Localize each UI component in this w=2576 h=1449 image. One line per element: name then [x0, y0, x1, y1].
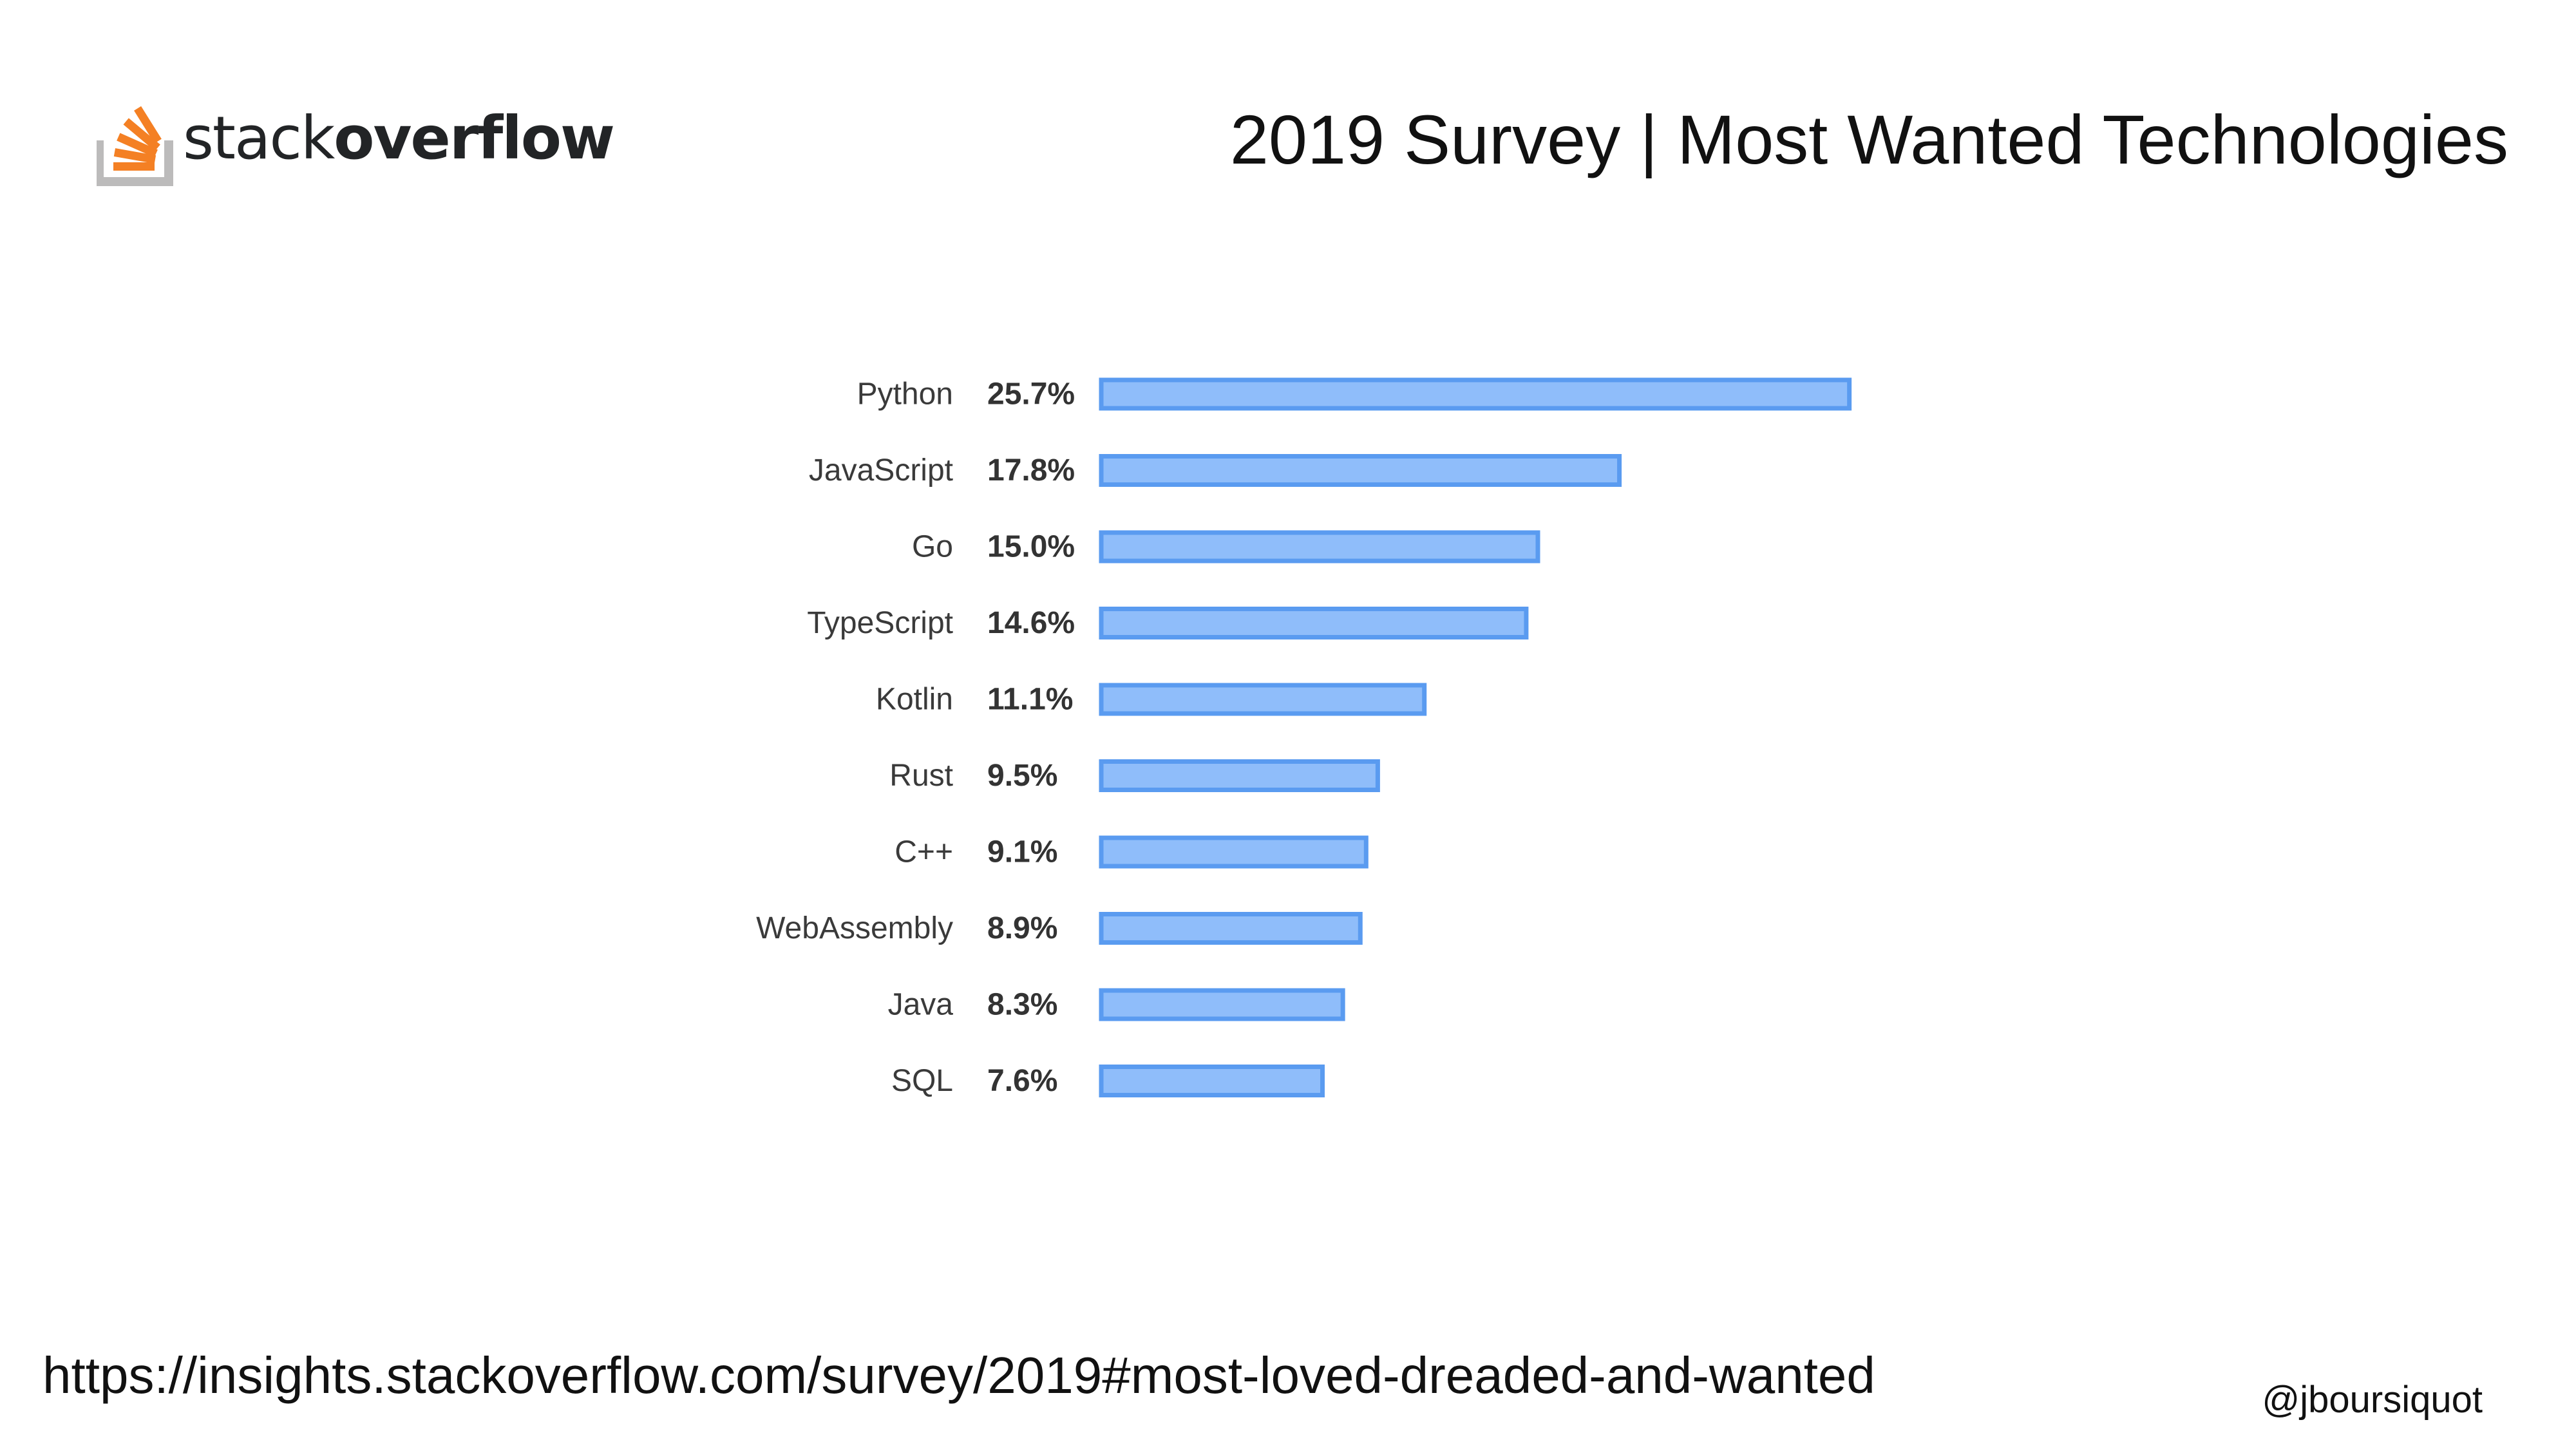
bar-row: JavaScript 17.8% — [809, 453, 1622, 488]
stackoverflow-stack-icon — [97, 106, 173, 186]
wordmark-stack: stack — [183, 104, 335, 173]
bar-row: SQL 7.6% — [891, 1064, 1325, 1098]
bar-row: Python 25.7% — [857, 377, 1852, 412]
bar-row: TypeScript 14.6% — [807, 606, 1529, 640]
bar — [1099, 377, 1852, 411]
bar — [1099, 988, 1345, 1021]
category-label: C++ — [895, 835, 953, 869]
category-label: Rust — [889, 759, 953, 793]
stackoverflow-wordmark: stackoverflow — [183, 109, 615, 168]
value-label: 14.6% — [987, 606, 1075, 640]
value-label: 25.7% — [987, 377, 1075, 412]
value-label: 11.1% — [987, 683, 1073, 717]
bar-row: Java 8.3% — [888, 988, 1345, 1022]
category-label: Kotlin — [876, 683, 953, 717]
value-label: 8.3% — [987, 988, 1057, 1022]
bar — [1099, 835, 1368, 869]
category-label: TypeScript — [807, 606, 953, 640]
stackoverflow-logo: stackoverflow — [97, 90, 615, 187]
author-handle: @jboursiquot — [2262, 1379, 2483, 1421]
category-label: Go — [912, 530, 953, 564]
category-label: WebAssembly — [756, 911, 953, 945]
bar-row: C++ 9.1% — [895, 835, 1368, 869]
value-label: 9.5% — [987, 759, 1057, 793]
value-label: 7.6% — [987, 1064, 1057, 1098]
bar — [1099, 530, 1540, 564]
category-label: Java — [888, 988, 954, 1022]
value-label: 15.0% — [987, 530, 1075, 564]
category-label: Python — [857, 377, 953, 412]
source-url[interactable]: https://insights.stackoverflow.com/surve… — [43, 1347, 1875, 1404]
bar-row: Rust 9.5% — [889, 759, 1380, 793]
bar-row: Go 15.0% — [912, 530, 1540, 564]
category-label: JavaScript — [809, 453, 953, 488]
bar — [1099, 454, 1622, 487]
page-title: 2019 Survey | Most Wanted Technologies — [1229, 100, 2508, 178]
value-label: 9.1% — [987, 835, 1057, 869]
bar — [1099, 1065, 1325, 1097]
bar-row: WebAssembly 8.9% — [756, 911, 1363, 945]
bar — [1099, 912, 1363, 945]
value-label: 17.8% — [987, 453, 1075, 488]
wordmark-overflow: overflow — [334, 104, 615, 173]
bar — [1099, 683, 1427, 716]
bar-row: Kotlin 11.1% — [876, 683, 1427, 717]
value-label: 8.9% — [987, 911, 1057, 945]
bar — [1099, 607, 1529, 639]
bar — [1099, 759, 1380, 792]
category-label: SQL — [891, 1064, 953, 1098]
